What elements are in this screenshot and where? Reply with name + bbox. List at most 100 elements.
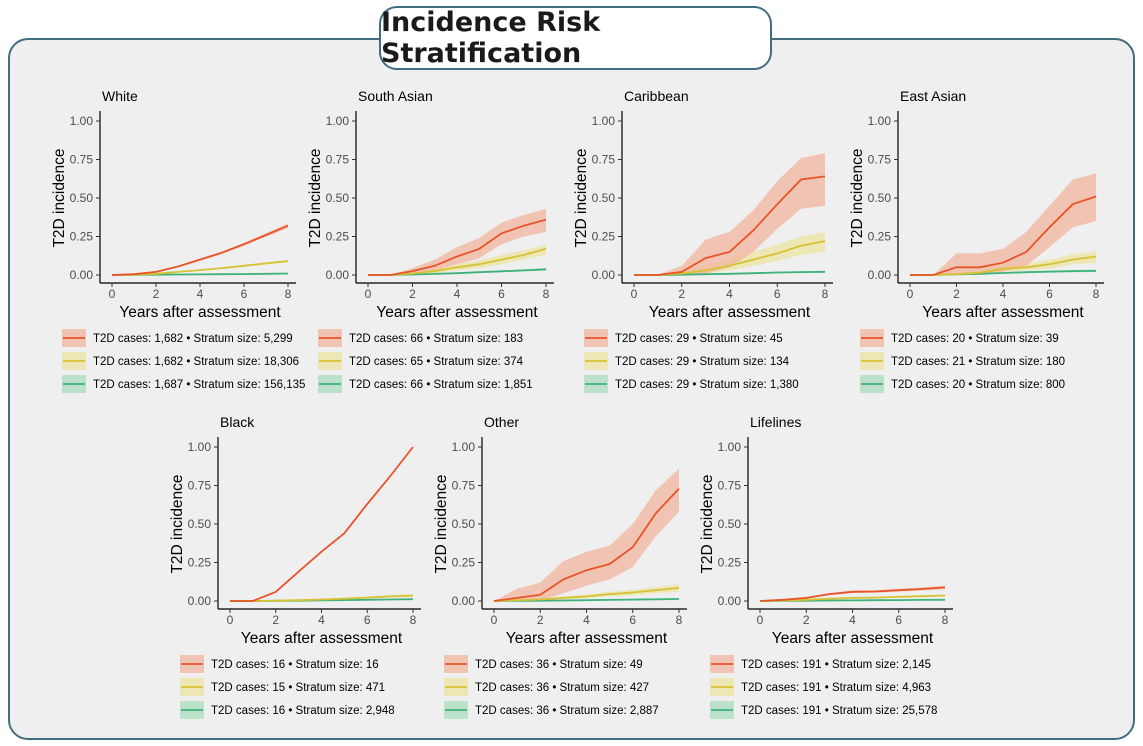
x-tick-label: 6 (895, 613, 902, 627)
x-tick-label: 6 (498, 287, 505, 301)
x-tick-label: 2 (953, 287, 960, 301)
series-line-high (230, 446, 414, 602)
figure-title: Incidence Risk Stratification (381, 7, 601, 69)
x-tick-label: 0 (227, 613, 234, 627)
y-tick-label: 1.00 (592, 114, 616, 128)
legend-entry: T2D cases: 36 • Stratum size: 427 (475, 682, 649, 694)
x-tick-label: 4 (197, 287, 204, 301)
y-tick-label: 0.25 (70, 230, 94, 244)
legend-entry: T2D cases: 191 • Stratum size: 2,145 (741, 659, 931, 671)
legend-entry: T2D cases: 36 • Stratum size: 49 (475, 659, 643, 671)
legend-entry: T2D cases: 66 • Stratum size: 1,851 (349, 379, 533, 391)
x-tick-label: 4 (454, 287, 461, 301)
y-axis-label: T2D incidence (849, 148, 866, 247)
y-tick-label: 0.50 (718, 517, 742, 531)
x-tick-label: 8 (676, 613, 683, 627)
x-tick-label: 8 (543, 287, 550, 301)
y-tick-label: 0.50 (70, 191, 94, 205)
x-tick-label: 2 (272, 613, 279, 627)
y-tick-label: 0.75 (592, 153, 616, 167)
legend-entry: T2D cases: 29 • Stratum size: 134 (615, 356, 790, 368)
legend-entry: T2D cases: 16 • Stratum size: 16 (211, 659, 379, 671)
y-tick-label: 0.00 (718, 594, 742, 608)
y-tick-label: 1.00 (188, 440, 212, 454)
ci-band-high (910, 173, 1096, 275)
series-line-high (634, 175, 826, 276)
y-tick-label: 0.00 (452, 594, 476, 608)
y-tick-label: 1.00 (868, 114, 892, 128)
x-tick-label: 8 (822, 287, 829, 301)
y-tick-label: 0.75 (70, 153, 94, 167)
x-tick-label: 2 (153, 287, 160, 301)
series-line-high (910, 195, 1097, 276)
y-tick-label: 0.00 (326, 268, 350, 282)
x-tick-label: 2 (537, 613, 544, 627)
x-tick-label: 6 (1046, 287, 1053, 301)
series-line-mid (759, 594, 946, 602)
y-tick-label: 0.75 (326, 153, 350, 167)
x-tick-label: 8 (1093, 287, 1100, 301)
x-tick-label: 8 (942, 613, 949, 627)
x-tick-label: 6 (629, 613, 636, 627)
y-tick-label: 0.50 (592, 191, 616, 205)
y-tick-label: 0.50 (868, 191, 892, 205)
panel-title: Black (220, 414, 255, 430)
panel-title: White (102, 88, 138, 104)
y-tick-label: 1.00 (70, 114, 94, 128)
panel-title: Other (484, 414, 519, 430)
ci-band-high (634, 153, 825, 275)
x-tick-label: 6 (364, 613, 371, 627)
legend-entry: T2D cases: 1,687 • Stratum size: 156,135 (93, 379, 305, 391)
legend-entry: T2D cases: 29 • Stratum size: 1,380 (615, 379, 799, 391)
x-tick-label: 4 (318, 613, 325, 627)
y-tick-label: 0.25 (592, 230, 616, 244)
x-tick-label: 2 (678, 287, 685, 301)
chart-panel-6: Other 0.00 0.25 0.50 0.75 1.00 0 2 4 6 8 Years afte… (433, 414, 687, 719)
x-tick-label: 8 (410, 613, 417, 627)
x-axis-label: Years after assessment (506, 630, 668, 647)
chart-panel-3: Caribbean 0.00 0.25 0.50 0.75 1.00 0 2 4 6 8 Years … (573, 88, 833, 393)
y-tick-label: 0.50 (452, 517, 476, 531)
y-tick-label: 0.00 (70, 268, 94, 282)
chart-panel-7: Lifelines 0.00 0.25 0.50 0.75 1.00 0 2 4 6 8 Years … (699, 414, 953, 719)
x-tick-label: 0 (491, 613, 498, 627)
panel-title: Caribbean (624, 88, 689, 104)
x-tick-label: 0 (757, 613, 764, 627)
x-tick-label: 4 (849, 613, 856, 627)
y-tick-label: 1.00 (718, 440, 742, 454)
legend-entry: T2D cases: 36 • Stratum size: 2,887 (475, 705, 659, 717)
legend-entry: T2D cases: 1,682 • Stratum size: 18,306 (93, 356, 299, 368)
y-tick-label: 0.00 (188, 594, 212, 608)
y-axis-label: T2D incidence (169, 474, 186, 573)
x-axis-label: Years after assessment (119, 304, 281, 321)
y-axis-label: T2D incidence (573, 148, 590, 247)
series-line-high (111, 224, 289, 276)
ci-band-high (368, 208, 546, 275)
y-tick-label: 0.00 (868, 268, 892, 282)
figure-panel (8, 38, 1135, 740)
x-tick-label: 8 (285, 287, 292, 301)
x-tick-label: 2 (803, 613, 810, 627)
legend-entry: T2D cases: 66 • Stratum size: 183 (349, 333, 523, 345)
y-tick-label: 0.75 (868, 153, 892, 167)
x-tick-label: 6 (774, 287, 781, 301)
y-tick-label: 0.25 (326, 230, 350, 244)
x-tick-label: 4 (1000, 287, 1007, 301)
y-tick-label: 0.00 (592, 268, 616, 282)
y-tick-label: 1.00 (452, 440, 476, 454)
series-line-high (493, 487, 680, 602)
series-line-mid (493, 587, 680, 602)
y-tick-label: 0.75 (452, 479, 476, 493)
legend-entry: T2D cases: 191 • Stratum size: 25,578 (741, 705, 937, 717)
legend-entry: T2D cases: 16 • Stratum size: 2,948 (211, 705, 395, 717)
y-tick-label: 0.75 (188, 479, 212, 493)
y-axis-label: T2D incidence (51, 148, 68, 247)
title-box: Incidence Risk Stratification (379, 6, 772, 70)
x-tick-label: 0 (109, 287, 116, 301)
ci-band-mid (112, 259, 288, 275)
legend-entry: T2D cases: 1,682 • Stratum size: 5,299 (93, 333, 293, 345)
chart-panel-5: Black 0.00 0.25 0.50 0.75 1.00 0 2 4 6 8 Years afte… (169, 414, 421, 719)
x-tick-label: 6 (241, 287, 248, 301)
x-axis-label: Years after assessment (649, 304, 811, 321)
